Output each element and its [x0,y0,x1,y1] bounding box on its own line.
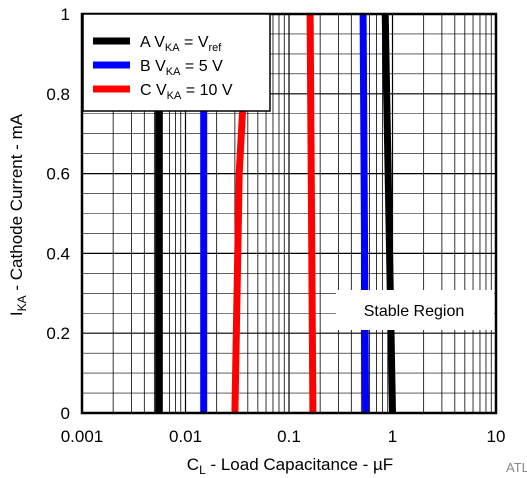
x-axis-label-sub: L [199,463,206,477]
series-c-boundary-2 [306,13,317,414]
plot-frame [80,12,498,415]
y-tick-label: 0.2 [46,324,70,343]
x-tick-label: 0.001 [61,427,104,446]
tick-labels: 0.001 0.01 0.1 1 10 0 0.2 0.4 0.6 0.8 1 [46,5,505,446]
y-axis-label-main: I [7,311,26,316]
series-a-boundary-2 [381,13,396,414]
x-tick-label: 1 [388,427,397,446]
stable-region-annotation: Stable Region [336,290,494,330]
legend-label-a: A VKA = Vref [140,34,222,54]
legend-label-c: C VKA = 10 V [140,82,233,102]
legend-label-b: B VKA = 5 V [140,58,223,78]
x-axis-label-rest: - Load Capacitance - µF [206,455,393,474]
legend-label-subscript-2: ref [209,42,223,54]
stable-region-label: Stable Region [364,303,465,320]
x-tick-label: 0.01 [169,427,202,446]
x-axis-label-main: C [187,455,199,474]
legend-label-subscript: KA [166,66,181,78]
y-axis-label-rest: - Cathode Current - mA [7,113,26,295]
x-axis-label: CL - Load Capacitance - µF [187,455,393,477]
series-b-boundary-2 [359,13,370,414]
legend-label-prefix: B V [140,58,166,75]
y-axis-label-sub: KA [15,295,29,311]
figure-id-watermark: ATL4 [506,460,527,475]
legend-label-subscript: KA [165,42,180,54]
legend-label-mid: = V [180,34,209,51]
legend-label-prefix: C V [140,82,167,99]
legend-label-prefix: A V [140,34,165,51]
legend-label-mid: = 10 V [181,82,232,99]
y-tick-label: 1 [61,5,70,24]
y-tick-label: 0 [61,404,70,423]
x-tick-label: 0.1 [277,427,301,446]
x-tick-label: 10 [487,427,506,446]
y-axis-label: IKA - Cathode Current - mA [7,113,29,316]
stable-region-box [336,290,494,330]
y-tick-label: 0.4 [46,244,70,263]
legend-label-mid: = 5 V [180,58,223,75]
y-tick-label: 0.6 [46,165,70,184]
y-tick-label: 0.8 [46,85,70,104]
legend-label-subscript: KA [167,90,182,102]
